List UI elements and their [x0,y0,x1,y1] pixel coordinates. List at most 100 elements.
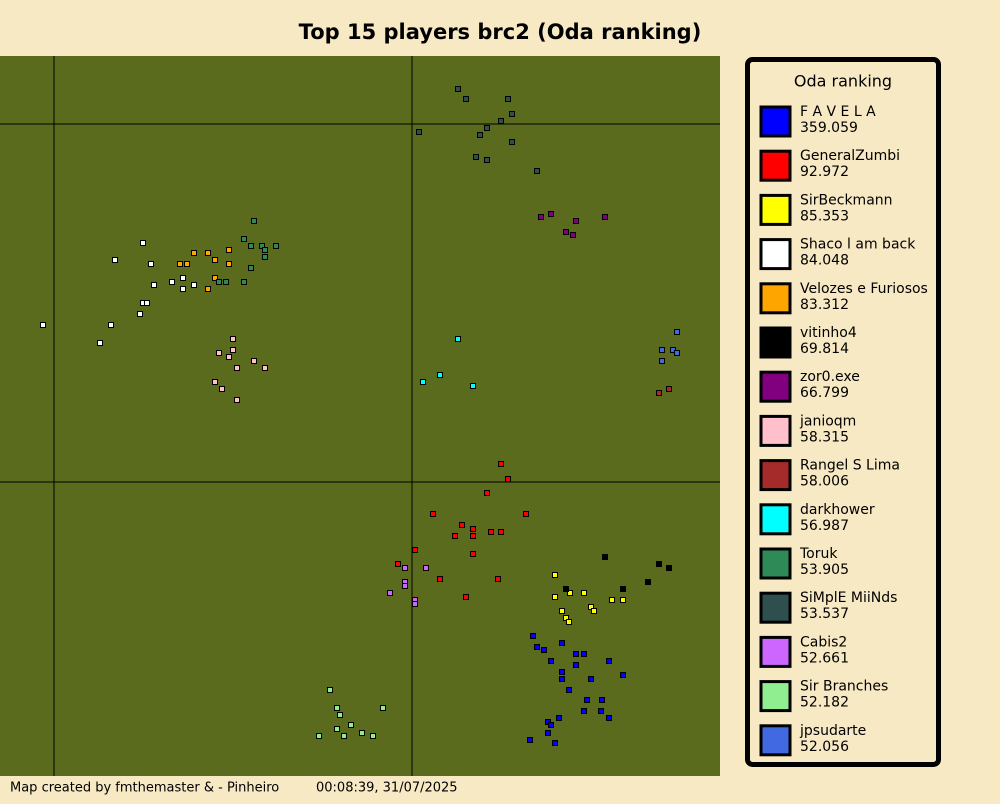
village [216,279,222,285]
village [205,250,211,256]
legend-score: 359.059 [800,120,858,136]
village [505,476,511,482]
village [470,526,476,532]
village [230,336,236,342]
village [341,733,347,739]
legend-name: GeneralZumbi [800,148,900,164]
village [470,533,476,539]
legend-score: 56.987 [800,518,849,534]
village [212,257,218,263]
village [609,597,615,603]
village [645,579,651,585]
village [598,708,604,714]
village [606,715,612,721]
legend-name: Velozes e Furiosos [800,281,928,297]
village [248,243,254,249]
village [416,129,422,135]
village [437,576,443,582]
village [402,565,408,571]
village [606,658,612,664]
village [234,365,240,371]
village [556,715,562,721]
village [581,708,587,714]
village [112,257,118,263]
legend-swatch [759,503,792,536]
title: Top 15 players brc2 (Oda ranking) [299,20,702,44]
village [674,350,680,356]
legend-name: janioqm [799,413,856,429]
village [509,111,515,117]
village [387,590,393,596]
village [191,250,197,256]
legend-title: Oda ranking [794,72,892,91]
village [530,633,536,639]
legend-score: 85.353 [800,208,849,224]
legend-name: F A V E L A [800,104,876,120]
village [584,697,590,703]
legend-score: 52.182 [800,695,849,711]
village [40,322,46,328]
village [656,561,662,567]
village [567,590,573,596]
village [666,386,672,392]
village [548,658,554,664]
village [563,229,569,235]
village [566,687,572,693]
village [545,730,551,736]
village [552,572,558,578]
village [538,214,544,220]
village [144,300,150,306]
village [588,676,594,682]
village [226,261,232,267]
village [412,601,418,607]
village [566,619,572,625]
village [402,583,408,589]
village [463,594,469,600]
village [337,712,343,718]
footer-credit: Map created by fmthemaster & - Pinheiro [10,781,279,796]
legend-swatch [759,326,792,359]
village [541,647,547,653]
village [273,243,279,249]
village [470,551,476,557]
village [370,733,376,739]
village [666,565,672,571]
village [230,347,236,353]
legend-swatch [759,238,792,271]
legend-swatch [759,370,792,403]
village [420,379,426,385]
legend-score: 53.905 [800,562,849,578]
legend-swatch [759,282,792,315]
village [348,722,354,728]
village [498,118,504,124]
village [581,590,587,596]
village [212,275,218,281]
village [620,586,626,592]
village [177,261,183,267]
village [523,511,529,517]
map-ground [0,56,720,776]
village [359,730,365,736]
village [602,214,608,220]
village [620,672,626,678]
legend-swatch [759,680,792,713]
village [180,275,186,281]
village [570,232,576,238]
village [459,522,465,528]
legend-name: SiMplE MiiNds [800,590,897,606]
village [251,218,257,224]
village [659,358,665,364]
legend-name: darkhower [800,502,875,518]
village [463,96,469,102]
map [0,56,720,776]
legend-name: zor0.exe [800,369,860,385]
village [659,347,665,353]
village [484,157,490,163]
village [552,740,558,746]
village [262,254,268,260]
village [430,511,436,517]
legend-swatch [759,459,792,492]
village [484,490,490,496]
village [148,261,154,267]
